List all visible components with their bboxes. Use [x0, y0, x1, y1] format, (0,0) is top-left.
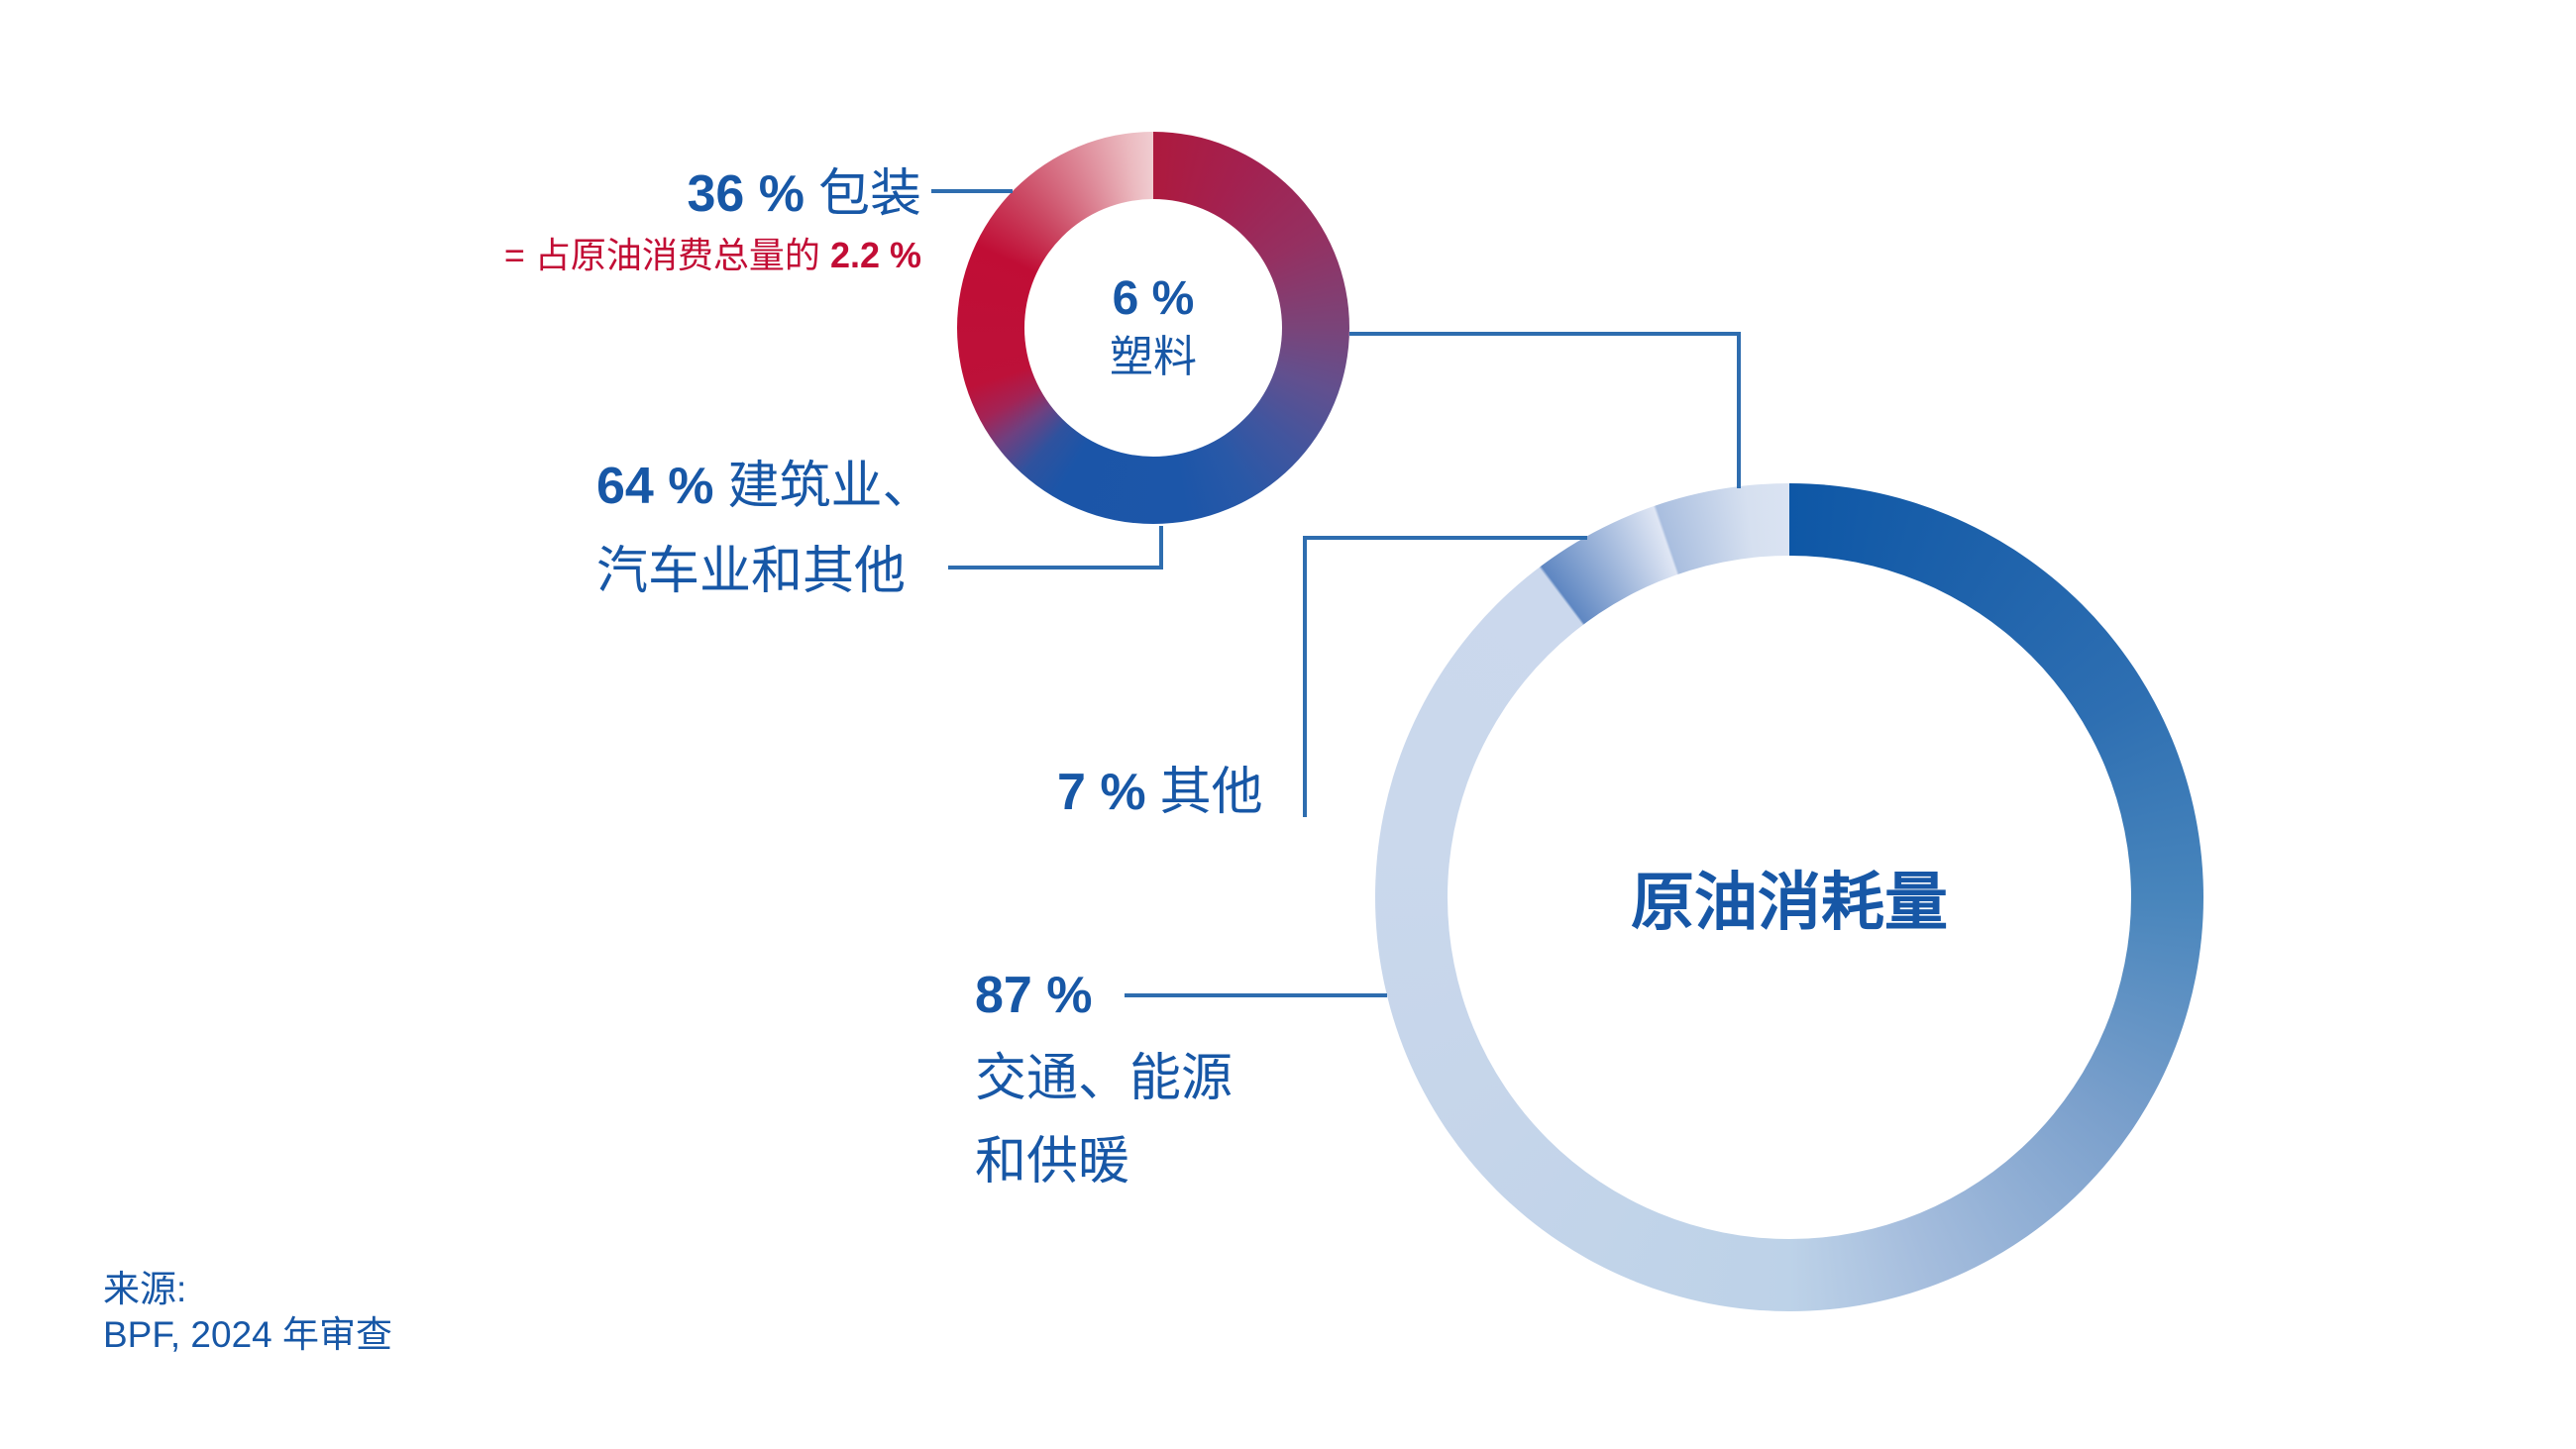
- connector-other-hline: [1303, 536, 1587, 540]
- small-donut-ring: 6 % 塑料: [957, 132, 1349, 524]
- source-note-line2: BPF, 2024 年审查: [103, 1314, 393, 1355]
- transport-label-line3: 和供暖: [975, 1133, 1130, 1190]
- transport-percentage: 87 %: [975, 967, 1093, 1024]
- construction-percentage: 64 %: [596, 458, 714, 515]
- packaging-label: 36 % 包装: [687, 158, 921, 230]
- construction-label: 64 % 建筑业、 汽车业和其他: [596, 444, 934, 614]
- small-donut-hole: 6 % 塑料: [1024, 199, 1282, 457]
- source-note: 来源: BPF, 2024 年审查: [103, 1267, 392, 1358]
- construction-label-line2: 汽车业和其他: [596, 543, 907, 600]
- source-note-line1: 来源:: [103, 1269, 187, 1309]
- connector-other-vline: [1303, 536, 1307, 817]
- oil-share-note-prefix: = 占原油消费总量的: [503, 235, 820, 275]
- transport-label: 87 % 交通、能源 和供暖: [975, 954, 1233, 1203]
- construction-text: 建筑业、: [727, 458, 934, 515]
- connector-plastics-hline: [1349, 332, 1741, 336]
- oil-share-note-value: 2.2 %: [829, 235, 921, 275]
- connector-packaging-line: [931, 189, 1013, 193]
- other-percentage: 7 %: [1057, 764, 1146, 821]
- large-donut-ring: 原油消耗量: [1375, 483, 2203, 1311]
- oil-share-note: = 占原油消费总量的 2.2 %: [504, 234, 921, 277]
- small-donut-label: 塑料: [1110, 333, 1197, 381]
- packaging-text: 包装: [817, 165, 921, 223]
- large-donut-title: 原油消耗量: [1631, 867, 1948, 938]
- packaging-percentage: 36 %: [687, 165, 805, 223]
- other-label: 7 % 其他: [1057, 750, 1263, 835]
- connector-transport-line: [1125, 993, 1387, 997]
- construction-label-line1: 64 % 建筑业、: [596, 444, 934, 529]
- connector-plastics-vline: [1737, 332, 1741, 488]
- other-text: 其他: [1159, 764, 1263, 821]
- connector-construction-vline: [1159, 526, 1163, 569]
- transport-label-line2: 交通、能源: [975, 1050, 1234, 1107]
- small-donut-percentage: 6 %: [1112, 272, 1195, 325]
- large-donut-hole: 原油消耗量: [1448, 556, 2131, 1239]
- connector-construction-hline: [948, 566, 1163, 569]
